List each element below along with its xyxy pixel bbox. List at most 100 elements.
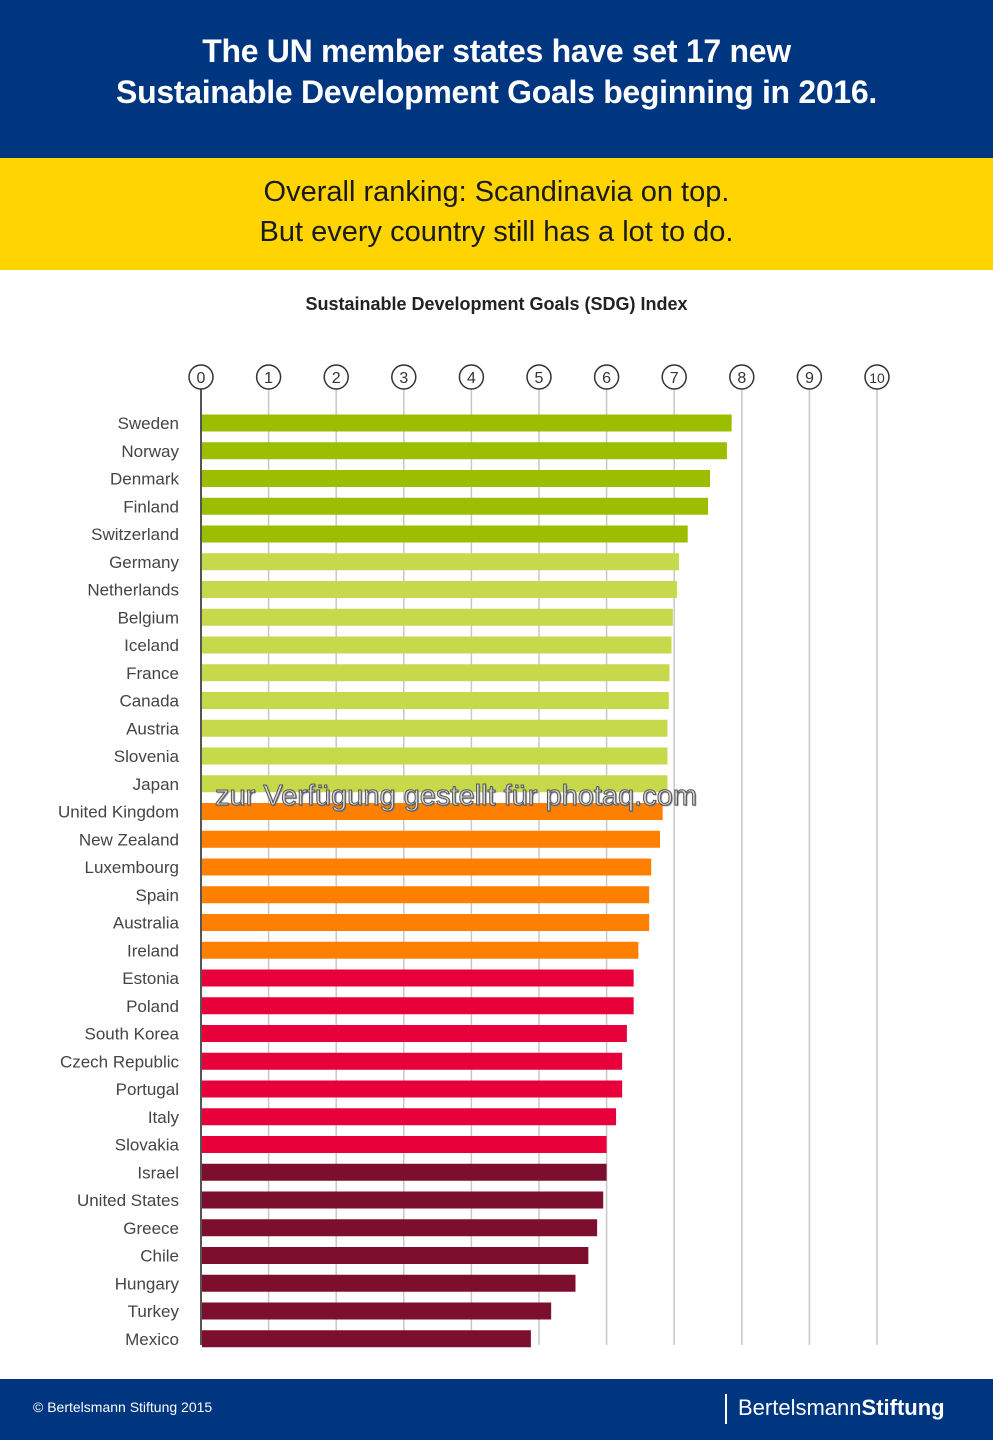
header-banner: The UN member states have set 17 new Sus… [0, 0, 993, 158]
country-label: France [126, 664, 179, 683]
bar-norway [202, 442, 727, 460]
tick-label-3: 3 [399, 370, 408, 387]
bar-iceland [202, 636, 672, 654]
tick-circle-4 [458, 364, 485, 390]
bar-estonia [202, 969, 634, 987]
country-label: Australia [113, 914, 180, 933]
bar-turkey [202, 1302, 552, 1320]
bar-united-states [202, 1191, 604, 1209]
bar-poland [202, 997, 634, 1015]
country-label: Finland [123, 497, 179, 516]
tick-circle-8 [729, 364, 755, 390]
country-label: Luxembourg [84, 858, 179, 877]
bar-united-kingdom [202, 803, 663, 820]
brand-logo: BertelsmannStiftung [738, 1395, 945, 1421]
bar-spain [202, 886, 650, 904]
brand-separator [725, 1394, 727, 1424]
country-label: United States [77, 1191, 179, 1210]
country-label: Norway [121, 442, 179, 461]
watermark-text: zur Verfügung gestellt für photaq.com [214, 780, 698, 813]
country-label: Poland [126, 997, 179, 1016]
country-label: New Zealand [79, 830, 179, 849]
country-label: Denmark [110, 470, 179, 489]
tick-label-8: 8 [737, 370, 746, 387]
bar-germany [202, 553, 679, 571]
subheadline-line-2: But every country still has a lot to do. [259, 216, 734, 248]
country-label: Chile [140, 1247, 179, 1266]
country-label: Greece [123, 1219, 179, 1238]
tick-label-4: 4 [467, 370, 476, 387]
tick-label-6: 6 [602, 370, 611, 387]
tick-label-2: 2 [332, 370, 341, 387]
sdg-index-chart: 0 1 2 3 4 5 6 7 8 9 10 Sweden Norway Denmark Finland Sw… [58, 364, 890, 1349]
country-label: Belgium [118, 608, 179, 627]
footer: © Bertelsmann Stiftung 2015 BertelsmannS… [0, 1379, 993, 1440]
bar-slovakia [202, 1136, 607, 1153]
bar-hungary [202, 1274, 576, 1292]
country-label: South Korea [84, 1025, 179, 1044]
bar-austria [202, 719, 668, 737]
bar-israel [202, 1163, 607, 1181]
copyright-text: © Bertelsmann Stiftung 2015 [33, 1399, 213, 1415]
bar-luxembourg [202, 858, 652, 876]
bar-portugal [202, 1080, 623, 1098]
bar-denmark [202, 470, 711, 487]
bar-netherlands [202, 581, 677, 598]
country-label: Japan [133, 775, 179, 794]
bar-ireland [202, 941, 639, 959]
bar-italy [202, 1108, 617, 1126]
headline-line-2: Sustainable Development Goals beginning … [116, 74, 877, 110]
tick-circle-5 [526, 364, 552, 390]
bar-czech-republic [202, 1052, 623, 1070]
country-label: Italy [148, 1108, 180, 1127]
bar-canada [202, 692, 669, 709]
country-label: Mexico [125, 1330, 179, 1349]
country-label: Austria [126, 719, 179, 738]
tick-circle-1 [255, 364, 282, 390]
tick-circle-7 [661, 364, 687, 390]
country-label: Slovakia [115, 1136, 180, 1155]
country-label: Germany [109, 553, 179, 572]
bar-new-zealand [202, 830, 661, 848]
country-label: Iceland [124, 636, 179, 655]
country-label: Netherlands [87, 581, 179, 600]
tick-label-1: 1 [264, 370, 273, 387]
brand-bold: Stiftung [861, 1395, 945, 1420]
country-label: Hungary [115, 1274, 180, 1293]
tick-circle-2 [323, 364, 349, 390]
tick-label-9: 9 [805, 370, 814, 387]
bar-slovenia [202, 747, 668, 765]
bar-greece [202, 1219, 598, 1237]
country-label: Israel [137, 1163, 179, 1182]
tick-circle-3 [391, 364, 417, 390]
tick-circle-9 [796, 364, 823, 390]
subheader-banner: Overall ranking: Scandinavia on top. But… [0, 158, 993, 270]
tick-label-5: 5 [535, 370, 544, 387]
tick-circle-6 [593, 364, 620, 390]
bar-france [202, 664, 670, 682]
country-label: Canada [119, 692, 179, 711]
bar-switzerland [202, 525, 688, 543]
country-label: Spain [136, 886, 179, 905]
tick-circle-0 [188, 364, 214, 390]
bar-mexico [202, 1330, 531, 1348]
subheadline-line-1: Overall ranking: Scandinavia on top. [263, 176, 730, 208]
tick-label-7: 7 [670, 370, 679, 387]
tick-circle-10 [864, 364, 890, 390]
chart-title: Sustainable Development Goals (SDG) Inde… [305, 294, 688, 314]
headline-line-1: The UN member states have set 17 new [202, 33, 791, 69]
bar-sweden [202, 414, 732, 432]
bar-japan [202, 775, 668, 793]
tick-label-10: 10 [869, 370, 885, 386]
country-label: Turkey [128, 1302, 180, 1321]
bar-finland [202, 497, 708, 515]
country-label: United Kingdom [58, 803, 179, 822]
country-label: Ireland [127, 941, 179, 960]
country-label: Sweden [118, 414, 179, 433]
bar-south-korea [202, 1025, 627, 1042]
bar-chile [202, 1247, 589, 1264]
country-label: Czech Republic [60, 1052, 180, 1071]
tick-label-0: 0 [197, 370, 206, 387]
bar-australia [202, 914, 650, 931]
country-label: Switzerland [91, 525, 179, 544]
